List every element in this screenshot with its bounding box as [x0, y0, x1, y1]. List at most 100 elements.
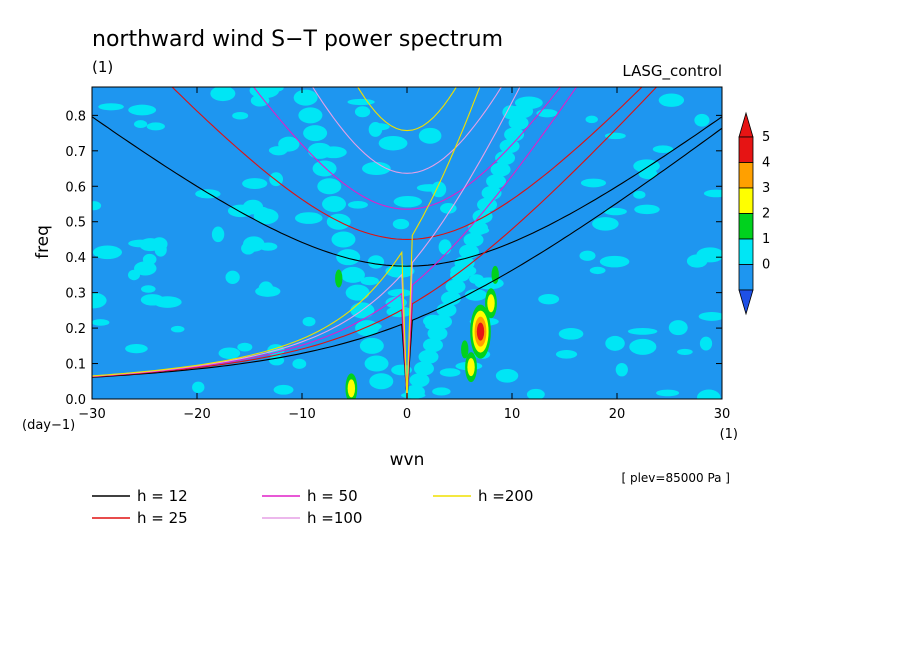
- inertio-gravity-curve: [92, 116, 722, 267]
- spectral-band-patch: [486, 174, 507, 189]
- plot-background: [92, 87, 722, 399]
- spectral-patch: [387, 289, 412, 297]
- legend: h = 12 h = 25 h = 50 h =100 h =200: [92, 487, 533, 527]
- spectral-band-patch: [322, 196, 347, 212]
- legend-label: h =200: [478, 487, 533, 505]
- spectral-patch: [170, 325, 185, 333]
- spectral-patch: [258, 281, 274, 297]
- spectral-band-patch: [340, 266, 365, 283]
- spectral-patch: [464, 289, 487, 301]
- y-tick-label: 0.3: [65, 287, 86, 302]
- spectral-patch: [703, 189, 722, 198]
- spectral-band-patch: [441, 291, 462, 306]
- colorbar-over-arrow: [738, 111, 754, 138]
- spectral-patch: [232, 111, 249, 120]
- spectral-patch: [697, 389, 721, 399]
- spectral-hotspot: [461, 340, 469, 359]
- spectral-band-patch: [436, 303, 457, 318]
- spectral-band-patch: [345, 284, 370, 301]
- x-unit-label: (1): [720, 427, 738, 442]
- spectral-patch: [128, 104, 157, 116]
- y-tick-label: 0.5: [65, 216, 86, 231]
- spectral-band-patch: [317, 178, 342, 195]
- y-tick-label: 0.0: [65, 393, 86, 408]
- x-tick-label: 10: [504, 407, 521, 422]
- spectral-patch: [668, 320, 688, 336]
- spectral-band-patch: [293, 89, 318, 106]
- spectral-patch: [627, 327, 658, 335]
- dispersion-curve-group: [92, 116, 722, 399]
- spectral-patch: [360, 276, 379, 286]
- colorbar-label: 4: [762, 156, 770, 171]
- pressure-level-note: [ plev=85000 Pa ]: [621, 471, 730, 485]
- spectral-patch: [254, 206, 271, 223]
- dispersion-curve-group: [92, 87, 481, 399]
- spectral-patch: [555, 349, 578, 359]
- spectral-band-patch: [463, 232, 484, 247]
- spectral-band-patch: [422, 338, 443, 353]
- legend-label: h =100: [307, 509, 362, 527]
- spectral-patch: [603, 207, 627, 216]
- spectral-patch: [579, 250, 596, 261]
- spectral-patch: [698, 312, 722, 321]
- chart-title: northward wind S−T power spectrum: [92, 27, 503, 52]
- spectral-patch: [125, 343, 148, 354]
- spectral-patch: [141, 285, 156, 293]
- spectral-patch: [292, 358, 307, 369]
- spectral-patch: [440, 202, 457, 214]
- spectral-patch: [368, 122, 383, 137]
- legend-label: h = 25: [137, 509, 188, 527]
- spectral-patch: [295, 212, 323, 224]
- x-axis-label: wvn: [390, 450, 425, 470]
- spectral-patch: [629, 338, 657, 355]
- spectral-patch: [439, 368, 461, 377]
- spectral-band-patch: [477, 197, 498, 212]
- spectral-band-patch: [404, 384, 425, 399]
- dispersion-curve-group: [92, 87, 658, 399]
- spectral-band-patch: [490, 162, 511, 177]
- spectral-patch: [268, 146, 288, 155]
- colorbar-segment: [738, 187, 754, 214]
- spectral-patch: [589, 266, 606, 275]
- spectral-band-patch: [427, 326, 448, 341]
- spectral-hotspot: [467, 358, 475, 377]
- spectral-patch: [694, 113, 710, 127]
- spectral-patch: [652, 145, 674, 153]
- spectral-patch: [347, 98, 375, 106]
- spectral-patch: [699, 336, 713, 351]
- spectral-patch: [432, 387, 451, 396]
- spectral-patch: [354, 106, 371, 118]
- y-axis: 0.0 0.1 0.2 0.3 0.4 0.5 0.6 0.7 0.8: [65, 109, 722, 408]
- colorbar-label: 1: [762, 232, 770, 247]
- spectral-band-patch: [418, 349, 439, 364]
- x-tick-label: −30: [78, 407, 105, 422]
- colorbar-label: 0: [762, 258, 770, 273]
- experiment-label: LASG_control: [622, 62, 722, 81]
- spectral-band-patch: [459, 244, 480, 259]
- spectral-patch: [615, 362, 628, 377]
- y-unit-label: (day−1): [22, 418, 75, 433]
- spectral-band-patch: [432, 314, 453, 329]
- spectral-band-patch: [495, 150, 516, 165]
- spectral-patch: [195, 189, 221, 199]
- spectral-band-patch: [450, 267, 471, 282]
- spectral-hotspot: [476, 322, 485, 341]
- spectral-patch: [599, 255, 630, 268]
- spectral-band-patch: [364, 355, 389, 372]
- spectral-patch: [218, 347, 241, 359]
- spectral-band-patch: [369, 373, 394, 390]
- spectral-hotspot: [347, 379, 356, 398]
- colorbar-segment: [738, 238, 754, 265]
- spectral-patch: [241, 242, 256, 255]
- spectral-patch: [633, 190, 646, 199]
- inertio-gravity-curve: [171, 87, 643, 240]
- spectral-patch: [438, 239, 452, 255]
- spectral-patch: [362, 161, 391, 176]
- spectral-patch: [538, 293, 560, 305]
- colorbar: 0 1 2 3 4 5: [738, 111, 770, 316]
- y-axis-label: freq: [33, 225, 53, 259]
- spectral-band-patch: [336, 249, 361, 266]
- spectral-patch: [225, 270, 240, 284]
- x-tick-label: −20: [183, 407, 210, 422]
- spectral-patch: [140, 294, 164, 306]
